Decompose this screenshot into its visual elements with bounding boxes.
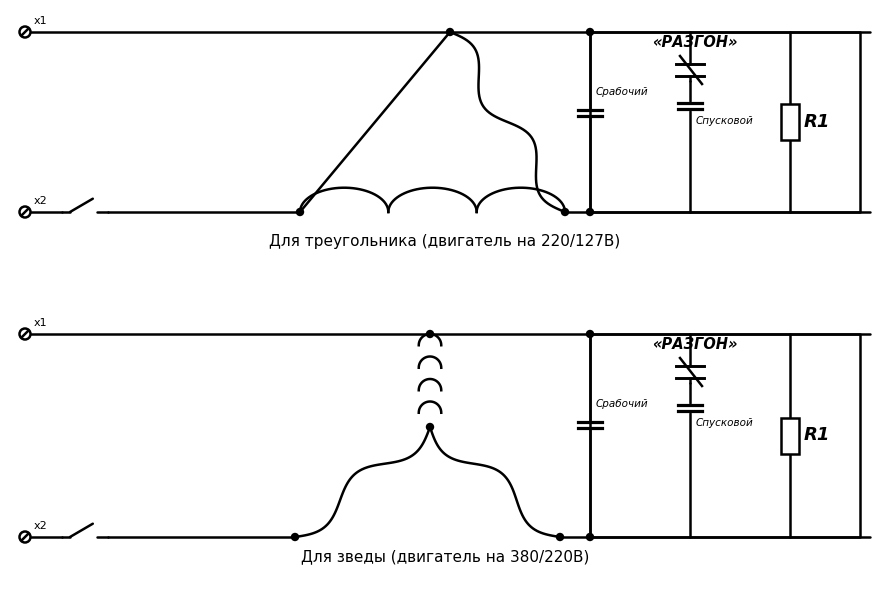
Circle shape: [561, 208, 568, 216]
Text: Спусковой: Спусковой: [695, 116, 753, 126]
Text: Срабочий: Срабочий: [595, 87, 648, 97]
Circle shape: [556, 533, 563, 541]
Bar: [781, 418, 798, 453]
Text: Спусковой: Спусковой: [695, 418, 753, 428]
Text: x1: x1: [34, 318, 47, 328]
Text: Срабочий: Срабочий: [595, 399, 648, 409]
Circle shape: [586, 208, 593, 216]
Bar: [781, 104, 798, 140]
Circle shape: [19, 206, 31, 217]
Circle shape: [426, 330, 433, 338]
Circle shape: [19, 329, 31, 340]
Text: x1: x1: [34, 16, 47, 26]
Circle shape: [586, 28, 593, 36]
Text: R1: R1: [803, 113, 830, 131]
Text: Для треугольника (двигатель на 220/127В): Для треугольника (двигатель на 220/127В): [269, 234, 620, 249]
Text: x2: x2: [34, 196, 47, 206]
Circle shape: [586, 533, 593, 541]
Circle shape: [19, 532, 31, 542]
Text: «РАЗГОН»: «РАЗГОН»: [651, 35, 737, 50]
Circle shape: [19, 26, 31, 37]
Circle shape: [446, 28, 453, 36]
Text: Для зведы (двигатель на 380/220В): Для зведы (двигатель на 380/220В): [300, 549, 588, 564]
Text: «РАЗГОН»: «РАЗГОН»: [651, 337, 737, 352]
Text: R1: R1: [803, 426, 830, 444]
Circle shape: [586, 330, 593, 338]
Text: x2: x2: [34, 521, 47, 531]
Circle shape: [296, 208, 303, 216]
Circle shape: [426, 423, 433, 430]
Circle shape: [291, 533, 299, 541]
